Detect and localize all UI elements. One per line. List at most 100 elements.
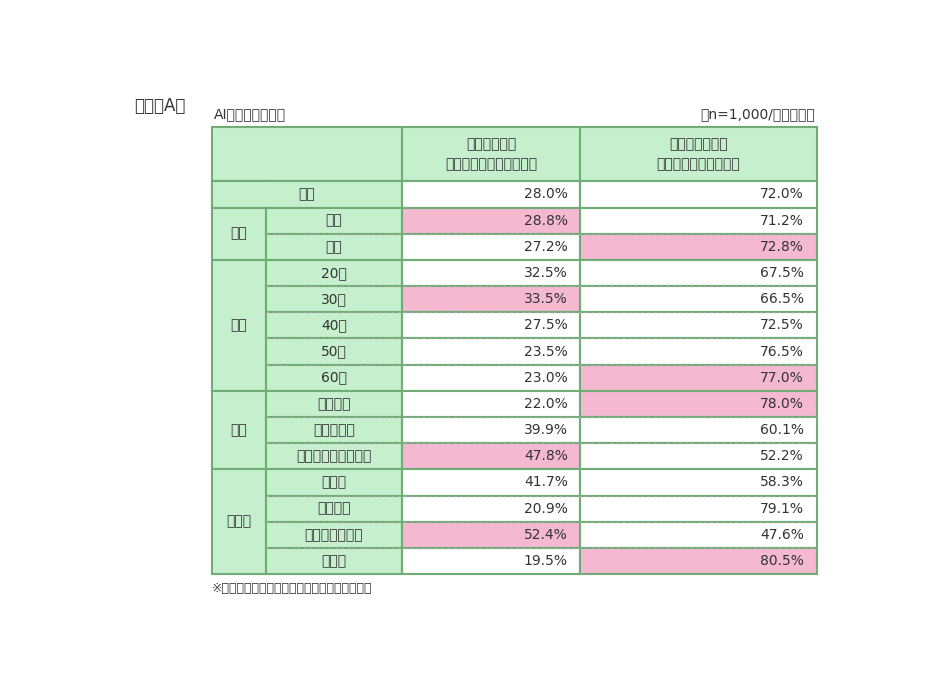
Text: 41.7%: 41.7% — [524, 475, 567, 489]
Text: 60.1%: 60.1% — [760, 423, 804, 437]
Bar — [580, 127, 817, 181]
Bar — [212, 208, 267, 260]
Text: 33.5%: 33.5% — [524, 292, 567, 306]
Bar — [580, 260, 817, 286]
Bar — [212, 469, 267, 574]
Text: 22.0%: 22.0% — [524, 397, 567, 411]
Bar — [267, 365, 402, 391]
Bar — [267, 469, 402, 496]
Bar — [402, 391, 580, 417]
Text: 主任・係長: 主任・係長 — [313, 423, 355, 437]
Text: AI技術の使用状況: AI技術の使用状況 — [213, 107, 286, 121]
Bar — [580, 443, 817, 469]
Text: 66.5%: 66.5% — [760, 292, 804, 306]
Text: 19.5%: 19.5% — [524, 554, 567, 568]
Text: 27.5%: 27.5% — [524, 318, 567, 332]
Text: 全体: 全体 — [299, 188, 315, 202]
Bar — [580, 286, 817, 312]
Text: ベンチャー企業: ベンチャー企業 — [305, 528, 364, 542]
Bar — [402, 522, 580, 548]
Bar — [580, 181, 817, 208]
Text: 女性: 女性 — [326, 240, 343, 254]
Text: 28.0%: 28.0% — [524, 188, 567, 202]
Text: 使用していない
（許可されていない）: 使用していない （許可されていない） — [657, 137, 741, 172]
Text: 72.0%: 72.0% — [761, 188, 804, 202]
Text: 79.1%: 79.1% — [760, 502, 804, 516]
Bar — [580, 522, 817, 548]
Text: （図表A）: （図表A） — [134, 97, 186, 114]
Text: 世代: 世代 — [230, 318, 248, 332]
Bar — [267, 548, 402, 574]
Text: 40代: 40代 — [321, 318, 347, 332]
Bar — [402, 417, 580, 443]
Bar — [580, 469, 817, 496]
Bar — [267, 234, 402, 260]
Text: 30代: 30代 — [321, 292, 347, 306]
Text: 20代: 20代 — [321, 266, 347, 280]
Bar — [402, 548, 580, 574]
Bar — [212, 391, 267, 469]
Bar — [402, 181, 580, 208]
Bar — [267, 443, 402, 469]
Text: 78.0%: 78.0% — [761, 397, 804, 411]
Bar — [402, 234, 580, 260]
Text: 39.9%: 39.9% — [524, 423, 567, 437]
Text: 47.8%: 47.8% — [524, 450, 567, 463]
Bar — [267, 338, 402, 365]
Text: 管理職（課長以上）: 管理職（課長以上） — [296, 450, 371, 463]
Bar — [267, 208, 402, 234]
Text: 中小企業: 中小企業 — [317, 502, 351, 516]
Bar — [212, 127, 402, 181]
Bar — [212, 260, 267, 391]
Text: 23.0%: 23.0% — [524, 371, 567, 385]
Bar — [402, 338, 580, 365]
Bar — [212, 181, 402, 208]
Bar — [580, 496, 817, 522]
Bar — [402, 496, 580, 522]
Bar — [267, 312, 402, 338]
Bar — [580, 548, 817, 574]
Text: 勤務先: 勤務先 — [227, 515, 251, 529]
Text: 60代: 60代 — [321, 371, 347, 385]
Text: 76.5%: 76.5% — [761, 345, 804, 359]
Bar — [402, 312, 580, 338]
Bar — [580, 391, 817, 417]
Text: 50代: 50代 — [321, 345, 347, 359]
Bar — [402, 127, 580, 181]
Text: 大企業: 大企業 — [322, 475, 347, 489]
Text: 72.8%: 72.8% — [761, 240, 804, 254]
Text: 役職: 役職 — [230, 423, 248, 437]
Text: （n=1,000/単一回答）: （n=1,000/単一回答） — [701, 107, 815, 121]
Bar — [402, 365, 580, 391]
Bar — [267, 417, 402, 443]
Bar — [402, 443, 580, 469]
Text: 公務員: 公務員 — [322, 554, 347, 568]
Text: 使用している
（使用許可されている）: 使用している （使用許可されている） — [445, 137, 537, 172]
Bar — [580, 338, 817, 365]
Text: 27.2%: 27.2% — [524, 240, 567, 254]
Bar — [580, 234, 817, 260]
Text: 52.2%: 52.2% — [761, 450, 804, 463]
Bar — [267, 260, 402, 286]
Text: 性別: 性別 — [230, 227, 248, 241]
Text: 男性: 男性 — [326, 214, 343, 227]
Text: 72.5%: 72.5% — [761, 318, 804, 332]
Bar — [580, 208, 817, 234]
Text: 58.3%: 58.3% — [761, 475, 804, 489]
Text: 77.0%: 77.0% — [761, 371, 804, 385]
Bar — [402, 469, 580, 496]
Bar — [580, 417, 817, 443]
Bar — [580, 312, 817, 338]
Text: 23.5%: 23.5% — [524, 345, 567, 359]
Text: 80.5%: 80.5% — [761, 554, 804, 568]
Bar — [212, 181, 267, 208]
Text: 67.5%: 67.5% — [761, 266, 804, 280]
Text: 20.9%: 20.9% — [524, 502, 567, 516]
Bar — [267, 522, 402, 548]
Bar — [402, 208, 580, 234]
Bar — [267, 496, 402, 522]
Text: 47.6%: 47.6% — [761, 528, 804, 542]
Text: 32.5%: 32.5% — [524, 266, 567, 280]
Bar — [267, 391, 402, 417]
Text: 一般社員: 一般社員 — [317, 397, 351, 411]
